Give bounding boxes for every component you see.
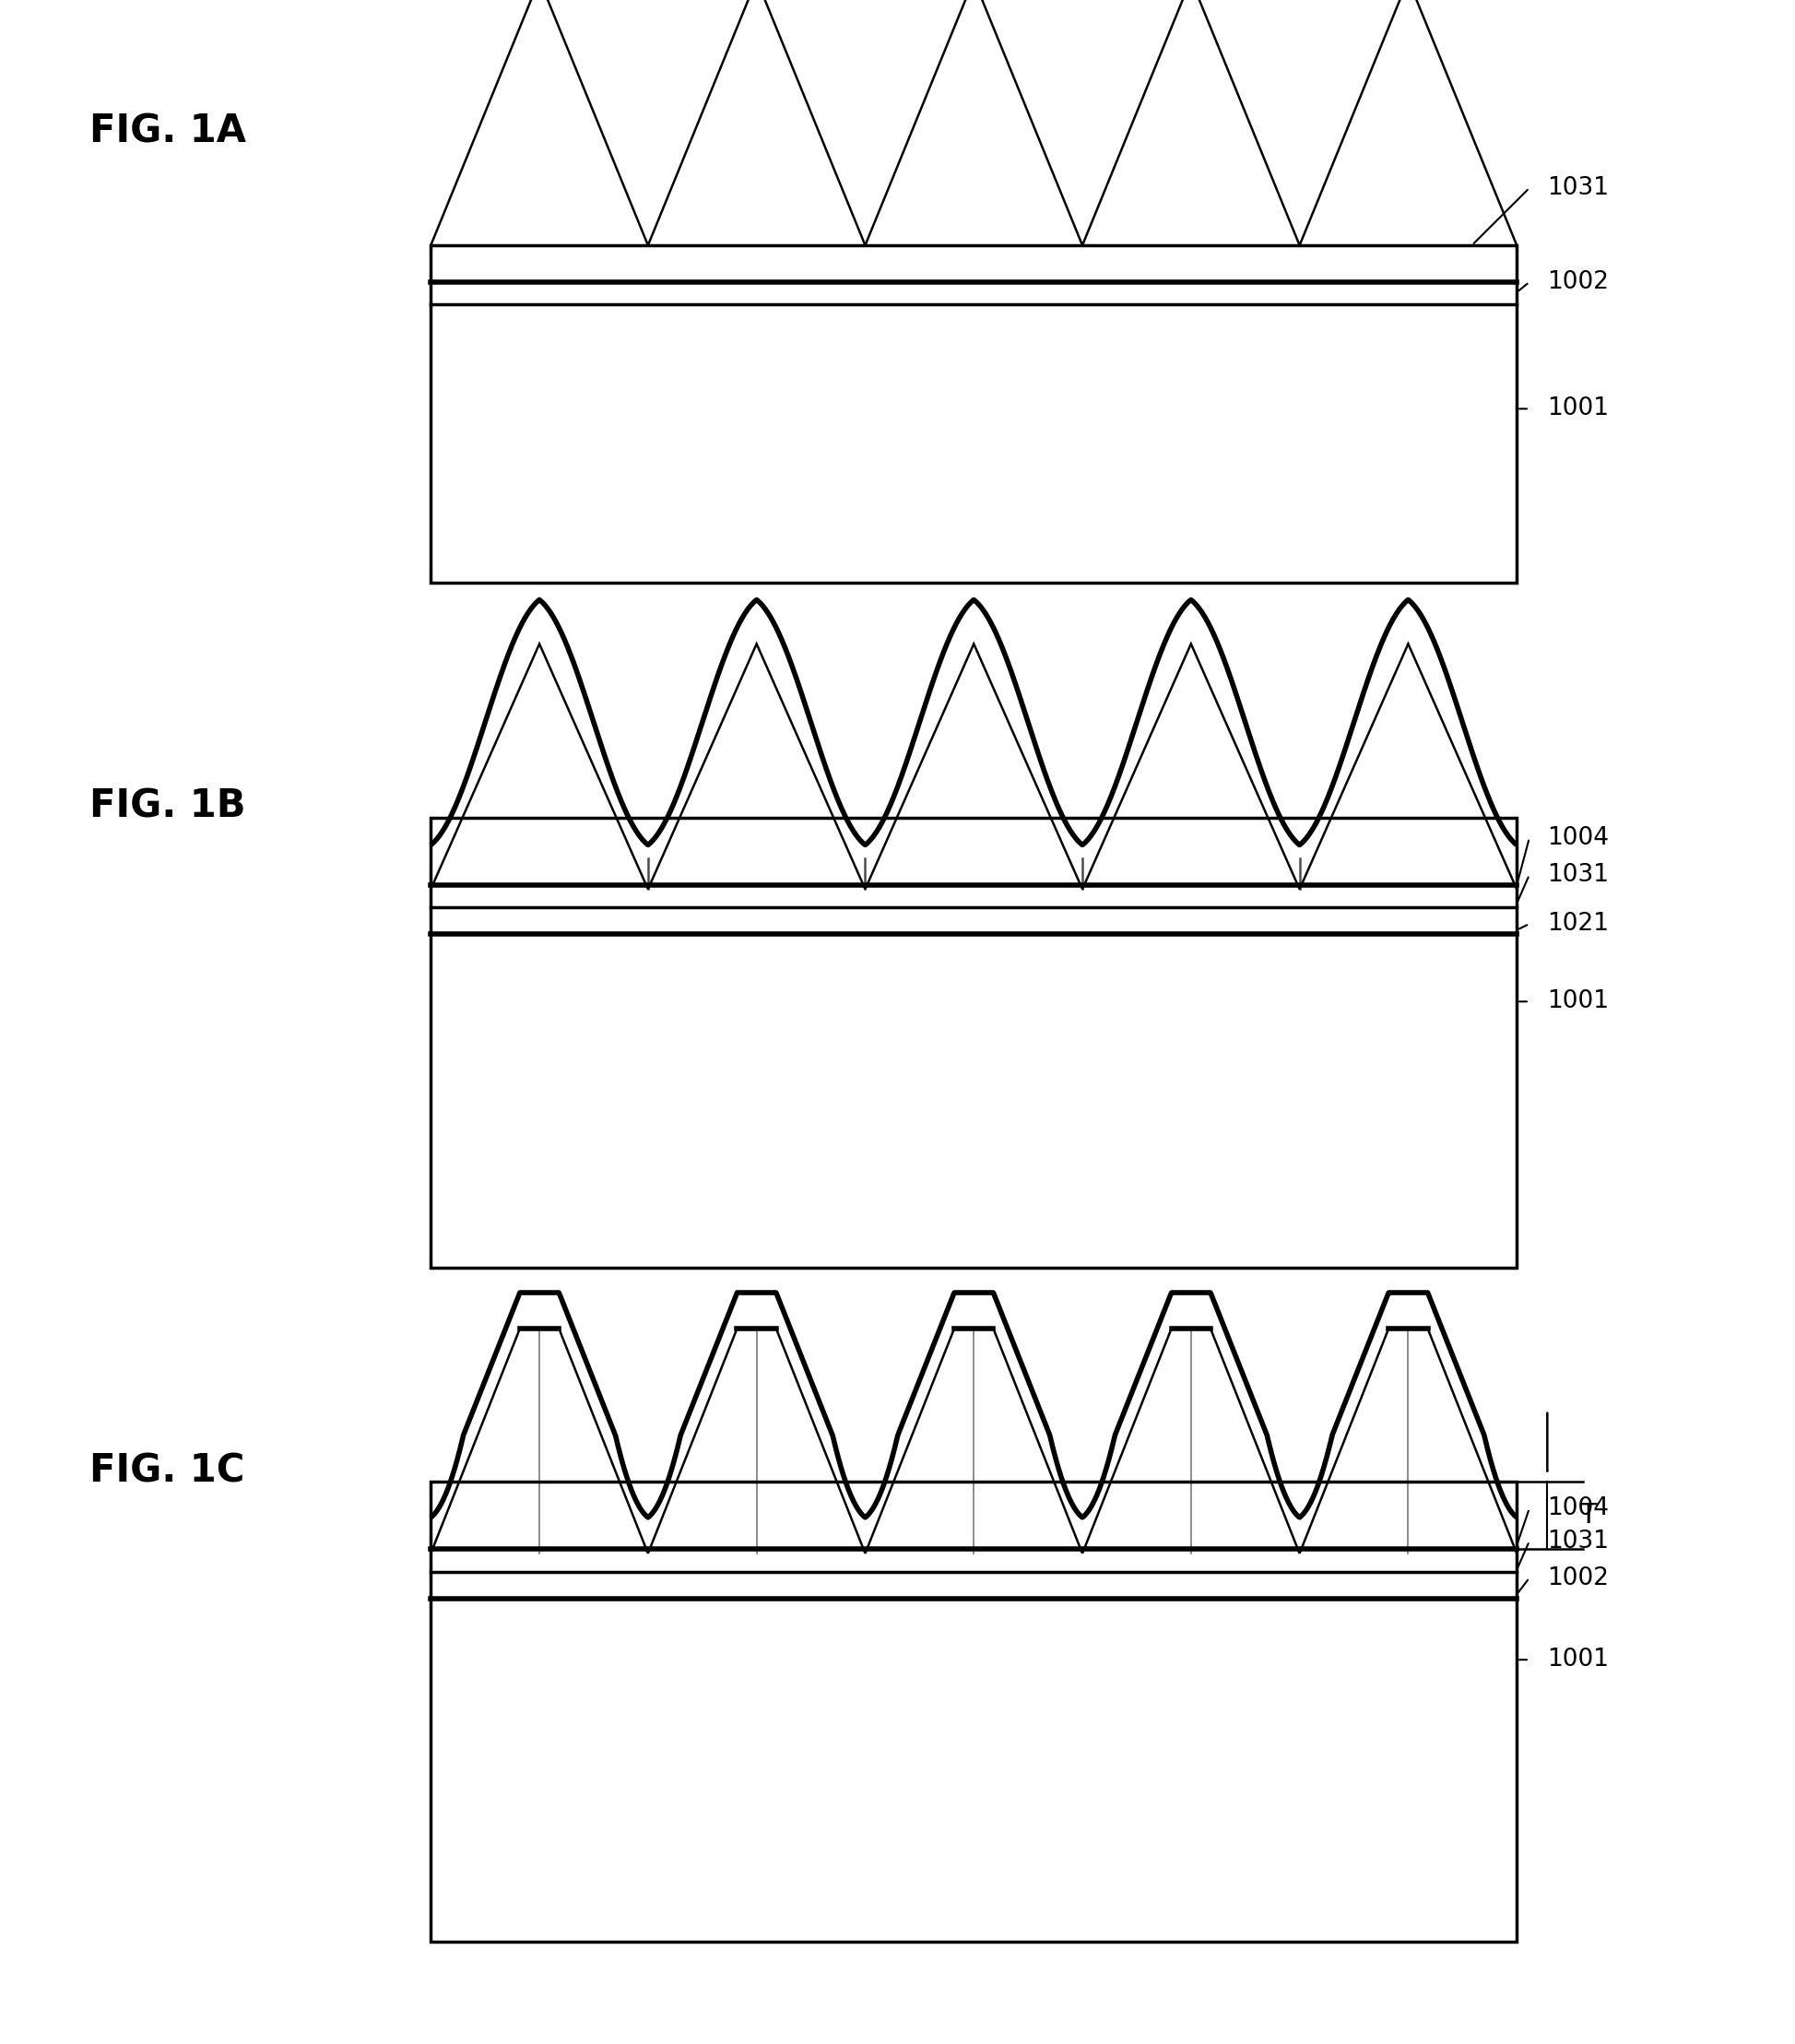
Text: 1004: 1004: [1547, 826, 1608, 850]
Text: 1004: 1004: [1547, 1496, 1608, 1521]
Text: 1021: 1021: [1547, 912, 1608, 936]
Text: T: T: [1580, 1502, 1598, 1529]
Text: 1002: 1002: [1547, 1566, 1608, 1590]
Text: FIG. 1A: FIG. 1A: [90, 112, 246, 151]
Text: 1031: 1031: [1547, 863, 1608, 887]
Text: 1001: 1001: [1547, 397, 1608, 421]
Text: 1001: 1001: [1547, 989, 1608, 1014]
Bar: [431, 1482, 1517, 1942]
Text: 1031: 1031: [1547, 176, 1608, 200]
Bar: [431, 245, 1517, 583]
Text: 1031: 1031: [1547, 1529, 1608, 1553]
Text: 1002: 1002: [1547, 270, 1608, 294]
Text: FIG. 1C: FIG. 1C: [90, 1451, 244, 1490]
Text: FIG. 1B: FIG. 1B: [90, 787, 246, 826]
Bar: [431, 818, 1517, 1267]
Text: 1001: 1001: [1547, 1647, 1608, 1672]
